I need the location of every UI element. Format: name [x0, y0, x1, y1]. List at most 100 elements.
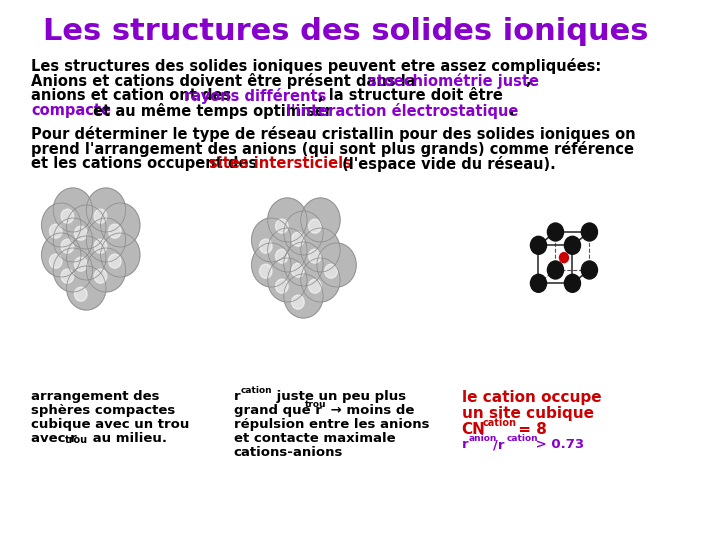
Circle shape — [531, 274, 546, 292]
Circle shape — [547, 223, 564, 241]
Text: ,: , — [525, 73, 531, 88]
Circle shape — [276, 279, 288, 293]
Circle shape — [268, 258, 307, 302]
Circle shape — [101, 233, 140, 277]
Text: cations-anions: cations-anions — [234, 446, 343, 459]
Text: au milieu.: au milieu. — [88, 432, 167, 445]
Circle shape — [86, 248, 125, 292]
Text: et contacte maximale: et contacte maximale — [234, 432, 395, 445]
Text: = 8: = 8 — [513, 422, 547, 437]
Text: , la structure doit être: , la structure doit être — [318, 88, 503, 103]
Circle shape — [268, 198, 307, 242]
Circle shape — [53, 248, 93, 292]
Circle shape — [109, 224, 121, 238]
Text: CN: CN — [462, 422, 485, 437]
Circle shape — [547, 261, 564, 279]
Text: r: r — [462, 438, 468, 451]
Circle shape — [61, 239, 73, 253]
Circle shape — [284, 274, 323, 318]
Circle shape — [94, 209, 107, 223]
Circle shape — [564, 237, 580, 254]
Circle shape — [581, 261, 598, 279]
Text: et les cations occupent des: et les cations occupent des — [31, 156, 262, 171]
Text: Anions et cations doivent être présent dans la: Anions et cations doivent être présent d… — [31, 73, 420, 89]
Text: Les structures des solides ioniques peuvent etre assez compliquées:: Les structures des solides ioniques peuv… — [31, 58, 601, 74]
Text: anion: anion — [469, 434, 498, 443]
Text: cubique avec un trou: cubique avec un trou — [31, 418, 189, 431]
Circle shape — [251, 218, 291, 262]
Text: trou: trou — [65, 435, 88, 445]
Circle shape — [74, 226, 87, 240]
Circle shape — [67, 266, 106, 310]
Text: et au même temps optimiser: et au même temps optimiser — [88, 103, 337, 119]
Text: /r: /r — [493, 438, 505, 451]
Circle shape — [61, 209, 73, 223]
Text: un site cubique: un site cubique — [462, 406, 593, 421]
Circle shape — [268, 228, 307, 272]
Circle shape — [317, 243, 356, 287]
Circle shape — [259, 264, 272, 278]
Text: > 0.73: > 0.73 — [531, 438, 585, 451]
Text: prend l'arrangement des anions (qui sont plus grands) comme référence: prend l'arrangement des anions (qui sont… — [31, 141, 634, 157]
Circle shape — [94, 269, 107, 283]
Circle shape — [42, 203, 81, 247]
Circle shape — [94, 239, 107, 253]
Text: sites intersticiels: sites intersticiels — [209, 156, 351, 171]
Circle shape — [292, 263, 305, 277]
Circle shape — [74, 287, 87, 301]
Circle shape — [259, 239, 272, 253]
Circle shape — [309, 249, 321, 263]
Circle shape — [276, 249, 288, 263]
Circle shape — [53, 188, 93, 232]
Text: Pour déterminer le type de réseau cristallin pour des solides ioniques on: Pour déterminer le type de réseau crista… — [31, 126, 636, 142]
Circle shape — [564, 274, 580, 292]
Text: arrangement des: arrangement des — [31, 390, 159, 403]
Text: cation: cation — [241, 386, 273, 395]
Circle shape — [309, 219, 321, 233]
Circle shape — [559, 253, 568, 262]
Text: cation: cation — [482, 418, 516, 428]
Circle shape — [581, 223, 598, 241]
Text: .: . — [509, 103, 515, 118]
Text: (l'espace vide du réseau).: (l'espace vide du réseau). — [336, 156, 555, 172]
Circle shape — [276, 219, 288, 233]
Circle shape — [284, 242, 323, 286]
Text: sphères compactes: sphères compactes — [31, 404, 175, 417]
Circle shape — [301, 258, 340, 302]
Circle shape — [101, 203, 140, 247]
Text: l'interaction électrostatique: l'interaction électrostatique — [287, 103, 519, 119]
Circle shape — [50, 254, 62, 268]
Text: compacte: compacte — [31, 103, 111, 118]
Circle shape — [292, 232, 305, 246]
Text: grand que r: grand que r — [234, 404, 322, 417]
Circle shape — [67, 205, 106, 249]
Text: anions et cation ont des: anions et cation ont des — [31, 88, 236, 103]
Circle shape — [53, 218, 93, 262]
Circle shape — [61, 269, 73, 283]
Circle shape — [292, 295, 305, 309]
Circle shape — [309, 279, 321, 293]
Circle shape — [284, 211, 323, 255]
Text: Les structures des solides ioniques: Les structures des solides ioniques — [42, 17, 648, 46]
Text: avec r: avec r — [31, 432, 76, 445]
Circle shape — [74, 257, 87, 271]
Text: stoechiométrie juste: stoechiométrie juste — [368, 73, 539, 89]
Text: le cation occupe: le cation occupe — [462, 390, 601, 405]
Circle shape — [42, 233, 81, 277]
Circle shape — [67, 236, 106, 280]
Circle shape — [86, 218, 125, 262]
Text: rayons différents: rayons différents — [184, 88, 326, 104]
Text: → moins de: → moins de — [326, 404, 414, 417]
Circle shape — [251, 243, 291, 287]
Text: trou: trou — [305, 400, 327, 409]
Text: répulsion entre les anions: répulsion entre les anions — [234, 418, 429, 431]
Circle shape — [301, 228, 340, 272]
Text: juste un peu plus: juste un peu plus — [272, 390, 406, 403]
Circle shape — [301, 198, 340, 242]
Text: r: r — [234, 390, 240, 403]
Text: cation: cation — [506, 434, 538, 443]
Circle shape — [109, 254, 121, 268]
Circle shape — [50, 224, 62, 238]
Circle shape — [86, 188, 125, 232]
Circle shape — [531, 237, 546, 254]
